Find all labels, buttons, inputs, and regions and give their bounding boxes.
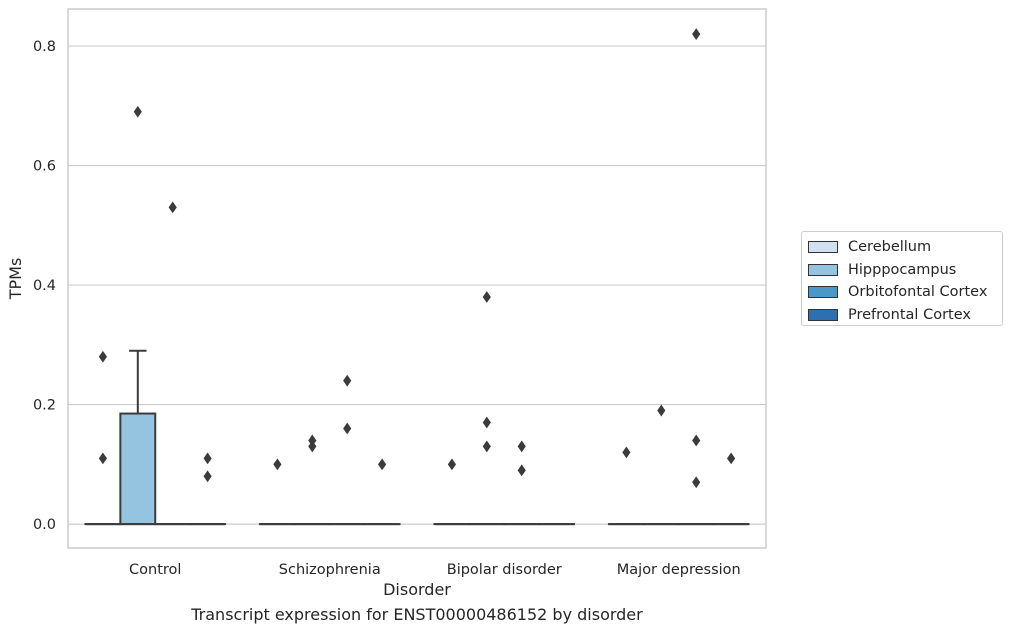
outlier-point-bipolar-disorder-hipppocampus — [482, 440, 491, 453]
x-tick-label-bipolar-disorder: Bipolar disorder — [447, 562, 562, 578]
legend-swatch-cerebellum — [808, 241, 838, 254]
y-tick-label: 0.6 — [33, 159, 56, 175]
legend-item-hippocampus: Hipppocampus — [808, 259, 1002, 282]
y-tick-label: 0.0 — [33, 517, 56, 533]
outlier-point-bipolar-disorder-hipppocampus — [482, 416, 491, 429]
outlier-point-schizophrenia-orbitofontal-cortex — [343, 422, 352, 435]
outlier-point-control-cerebellum — [98, 452, 107, 465]
outlier-point-control-prefrontal-cortex — [203, 452, 212, 465]
y-tick-label: 0.4 — [33, 278, 56, 294]
legend-swatch-prefrontal — [808, 309, 838, 322]
outlier-point-major-depression-prefrontal-cortex — [727, 452, 736, 465]
y-axis-label: TPMs — [6, 258, 25, 301]
y-tick-label: 0.8 — [33, 39, 56, 55]
legend-item-prefrontal: Prefrontal Cortex — [808, 304, 1002, 327]
figure-caption: Transcript expression for ENST0000048615… — [191, 605, 643, 624]
x-tick-label-control: Control — [129, 562, 181, 578]
outlier-point-control-hipppocampus — [133, 105, 142, 118]
outlier-point-bipolar-disorder-orbitofontal-cortex — [517, 464, 526, 477]
legend-label-hippocampus: Hipppocampus — [848, 261, 957, 278]
outlier-point-bipolar-disorder-cerebellum — [447, 458, 456, 471]
legend-swatch-orbitofrontal — [808, 286, 838, 299]
outlier-point-bipolar-disorder-orbitofontal-cortex — [517, 440, 526, 453]
legend: Cerebellum Hipppocampus Orbitofontal Cor… — [801, 231, 1003, 326]
x-axis-label: Disorder — [383, 580, 451, 599]
legend-label-orbitofrontal: Orbitofontal Cortex — [848, 284, 988, 301]
plot-frame — [67, 8, 767, 549]
legend-label-prefrontal: Prefrontal Cortex — [848, 307, 971, 324]
outlier-point-schizophrenia-prefrontal-cortex — [378, 458, 387, 471]
x-tick-label-schizophrenia: Schizophrenia — [279, 562, 381, 578]
x-tick-label-major-depression: Major depression — [617, 562, 741, 578]
outlier-point-schizophrenia-hipppocampus — [308, 440, 317, 453]
legend-item-cerebellum: Cerebellum — [808, 236, 1002, 259]
outlier-point-major-depression-orbitofontal-cortex — [692, 434, 701, 447]
y-tick-label: 0.2 — [33, 398, 56, 414]
outlier-point-control-prefrontal-cortex — [203, 470, 212, 483]
outlier-point-major-depression-hipppocampus — [657, 404, 666, 417]
legend-label-cerebellum: Cerebellum — [848, 239, 932, 256]
box-control-hipppocampus — [119, 412, 157, 526]
legend-swatch-hippocampus — [808, 263, 838, 276]
outlier-point-control-cerebellum — [98, 350, 107, 363]
legend-item-orbitofrontal: Orbitofontal Cortex — [808, 281, 1002, 304]
outlier-point-schizophrenia-orbitofontal-cortex — [343, 374, 352, 387]
outlier-point-bipolar-disorder-hipppocampus — [482, 291, 491, 303]
outlier-point-major-depression-orbitofontal-cortex — [692, 28, 701, 41]
outlier-point-control-orbitofontal-cortex — [168, 201, 177, 214]
outlier-point-major-depression-orbitofontal-cortex — [692, 476, 701, 489]
outlier-point-major-depression-cerebellum — [622, 446, 631, 459]
outlier-point-schizophrenia-cerebellum — [273, 458, 282, 471]
